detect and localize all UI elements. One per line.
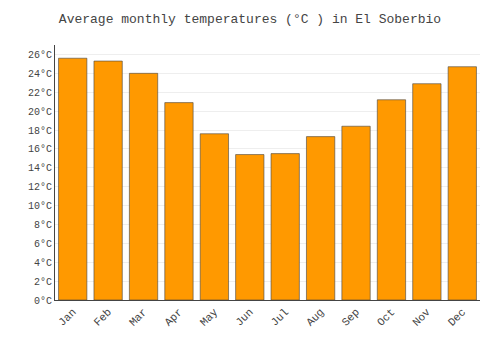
svg-text:May: May (198, 306, 221, 329)
svg-text:Aug: Aug (304, 306, 326, 328)
svg-text:22°C: 22°C (28, 88, 52, 99)
svg-text:24°C: 24°C (28, 69, 52, 80)
svg-text:Feb: Feb (92, 306, 114, 328)
svg-text:18°C: 18°C (28, 126, 52, 137)
svg-text:0°C: 0°C (34, 296, 52, 307)
svg-text:12°C: 12°C (28, 182, 52, 193)
svg-text:4°C: 4°C (34, 258, 52, 269)
svg-text:10°C: 10°C (28, 201, 52, 212)
svg-text:Nov: Nov (410, 306, 433, 329)
svg-text:Jul: Jul (269, 306, 291, 328)
svg-text:Jan: Jan (56, 306, 78, 328)
svg-text:Oct: Oct (375, 306, 397, 328)
svg-text:Mar: Mar (127, 306, 149, 328)
svg-text:16°C: 16°C (28, 144, 52, 155)
svg-text:14°C: 14°C (28, 163, 52, 174)
svg-text:2°C: 2°C (34, 277, 52, 288)
svg-text:20°C: 20°C (28, 107, 52, 118)
svg-text:6°C: 6°C (34, 239, 52, 250)
svg-text:Dec: Dec (446, 306, 468, 328)
svg-text:Sep: Sep (340, 306, 362, 328)
svg-text:Apr: Apr (162, 306, 184, 328)
svg-text:26°C: 26°C (28, 50, 52, 61)
svg-text:Jun: Jun (233, 306, 255, 328)
svg-text:8°C: 8°C (34, 220, 52, 231)
svg-text:Average monthly temperatures (: Average monthly temperatures (°C ) in El… (59, 12, 441, 27)
